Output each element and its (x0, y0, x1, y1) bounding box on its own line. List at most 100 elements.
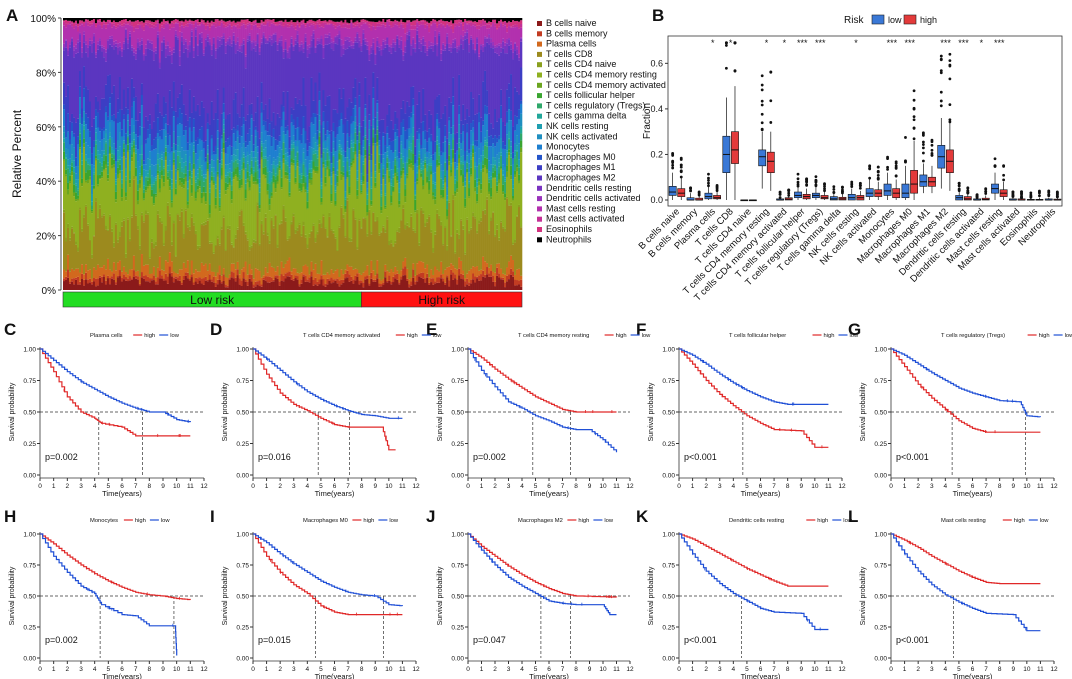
bar-segment-13 (180, 113, 184, 125)
bar-segment-0 (282, 281, 285, 290)
bar-segment-18 (240, 25, 243, 44)
bar-segment-17 (284, 39, 287, 42)
bar-segment-10 (108, 132, 112, 137)
bar-segment-11 (416, 160, 419, 167)
bar-segment-5 (212, 185, 215, 252)
bar-segment-17 (114, 40, 118, 44)
bar-segment-21 (260, 18, 263, 20)
bar-segment-11 (298, 161, 301, 168)
bar-segment-1 (276, 275, 279, 279)
bar-segment-21 (432, 18, 435, 20)
bar-segment-7 (272, 175, 275, 183)
bar-segment-0 (84, 279, 88, 290)
bar-segment-13 (326, 121, 329, 131)
bar-segment-8 (440, 178, 443, 190)
bar-segment-6 (176, 170, 180, 172)
bar-segment-13 (340, 112, 343, 120)
bar-segment-1 (384, 271, 387, 278)
bar-segment-2 (136, 270, 140, 277)
bar-segment-12 (200, 140, 203, 151)
bar-segment-21 (346, 18, 349, 23)
bar-segment-7 (136, 190, 140, 201)
bar-segment-0 (150, 280, 154, 290)
bar-segment-10 (184, 154, 188, 162)
bar-segment-15 (436, 56, 439, 97)
bar-segment-0 (114, 284, 118, 290)
bar-segment-5 (396, 183, 399, 231)
bar-segment-21 (450, 18, 453, 21)
bar-segment-1 (214, 283, 217, 287)
bar-segment-17 (314, 46, 317, 48)
bar-segment-20 (242, 19, 245, 23)
bar-segment-7 (190, 184, 194, 193)
bar-segment-1 (94, 278, 98, 287)
bar-segment-6 (300, 190, 303, 193)
bar-segment-14 (470, 92, 473, 124)
bar-segment-11 (190, 164, 194, 172)
bar-segment-20 (116, 22, 120, 25)
bar-segment-3 (374, 221, 377, 276)
bar-segment-17 (210, 45, 213, 50)
bar-segment-0 (358, 284, 361, 290)
bar-segment-0 (296, 279, 299, 290)
bar-segment-17 (294, 38, 297, 41)
bar-segment-17 (358, 37, 361, 41)
bar-segment-11 (84, 142, 88, 155)
bar-segment-19 (456, 23, 459, 26)
bar-segment-0 (256, 284, 259, 290)
bar-segment-20 (186, 20, 190, 24)
bar-segment-7 (63, 151, 66, 160)
bar-segment-2 (374, 275, 377, 280)
bar-segment-10 (210, 159, 213, 168)
bar-segment-16 (112, 45, 116, 50)
bar-segment-19 (330, 23, 333, 24)
bar-segment-8 (314, 153, 317, 167)
bar-segment-11 (148, 151, 152, 160)
bar-segment-13 (266, 131, 269, 136)
bar-segment-7 (324, 176, 327, 184)
bar-segment-1 (86, 279, 90, 284)
bar-segment-8 (236, 163, 239, 168)
bar-segment-10 (472, 141, 475, 145)
bar-segment-12 (306, 156, 309, 176)
bar-segment-4 (88, 239, 92, 241)
bar-segment-17 (372, 38, 375, 43)
bar-segment-0 (410, 285, 413, 290)
bar-segment-13 (354, 97, 357, 106)
bar-segment-11 (404, 162, 407, 176)
bar-segment-17 (132, 48, 136, 53)
bar-segment-7 (334, 200, 337, 205)
bar-segment-5 (184, 181, 188, 209)
bar-segment-18 (150, 27, 154, 41)
bar-segment-5 (182, 188, 186, 234)
bar-segment-10 (188, 156, 192, 161)
bar-segment-5 (206, 171, 209, 219)
bar-segment-15 (448, 50, 451, 98)
bar-segment-21 (298, 18, 301, 23)
bar-segment-19 (276, 24, 279, 26)
bar-segment-4 (230, 242, 233, 245)
sample-bar (472, 18, 475, 290)
bar-segment-16 (116, 47, 120, 55)
bar-segment-17 (434, 30, 437, 37)
bar-segment-13 (458, 105, 461, 115)
bar-segment-15 (230, 46, 233, 130)
bar-segment-18 (250, 29, 253, 42)
bar-segment-8 (94, 144, 98, 156)
bar-segment-18 (296, 24, 299, 31)
bar-segment-7 (112, 159, 116, 165)
bar-segment-2 (202, 265, 205, 279)
bar-segment-12 (484, 113, 487, 138)
bar-segment-14 (362, 120, 365, 137)
bar-segment-20 (112, 20, 116, 24)
bar-segment-17 (228, 36, 231, 39)
bar-segment-5 (136, 204, 140, 226)
bar-segment-1 (426, 273, 429, 278)
bar-segment-0 (472, 279, 475, 290)
bar-segment-14 (282, 91, 285, 107)
bar-segment-16 (308, 47, 311, 54)
bar-segment-5 (302, 186, 305, 222)
bar-segment-6 (65, 174, 68, 177)
bar-segment-4 (422, 210, 425, 214)
bar-segment-10 (444, 152, 447, 162)
